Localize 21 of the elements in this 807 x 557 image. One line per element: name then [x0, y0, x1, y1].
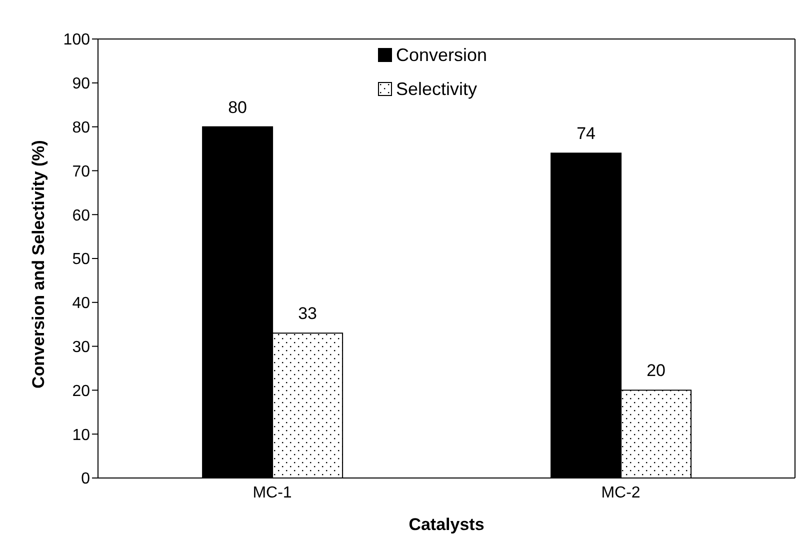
data-label: 80 [228, 98, 248, 117]
y-tick-label: 90 [72, 76, 90, 93]
y-tick-label: 0 [81, 470, 90, 488]
y-tick-label: 40 [72, 295, 90, 312]
x-axis-title: Catalysts [408, 515, 484, 534]
y-tick-label: 80 [72, 119, 90, 136]
y-axis-title: Conversion and Selectivity (%) [29, 140, 48, 388]
legend-label: Selectivity [396, 78, 478, 101]
data-label: 33 [298, 304, 318, 324]
y-tick-label: 10 [72, 426, 90, 444]
x-tick-label: MC-1 [252, 484, 292, 502]
y-tick-label: 60 [72, 207, 90, 224]
data-label: 20 [646, 361, 666, 380]
y-tick-label: 20 [72, 382, 90, 400]
y-tick-label: 50 [72, 251, 90, 268]
x-tick-label: MC-2 [601, 484, 640, 502]
y-tick-label: 30 [72, 338, 90, 356]
data-label: 74 [576, 124, 596, 144]
y-tick-label: 100 [63, 32, 90, 49]
legend-label: Conversion [396, 44, 488, 67]
y-tick-label: 70 [72, 163, 90, 180]
